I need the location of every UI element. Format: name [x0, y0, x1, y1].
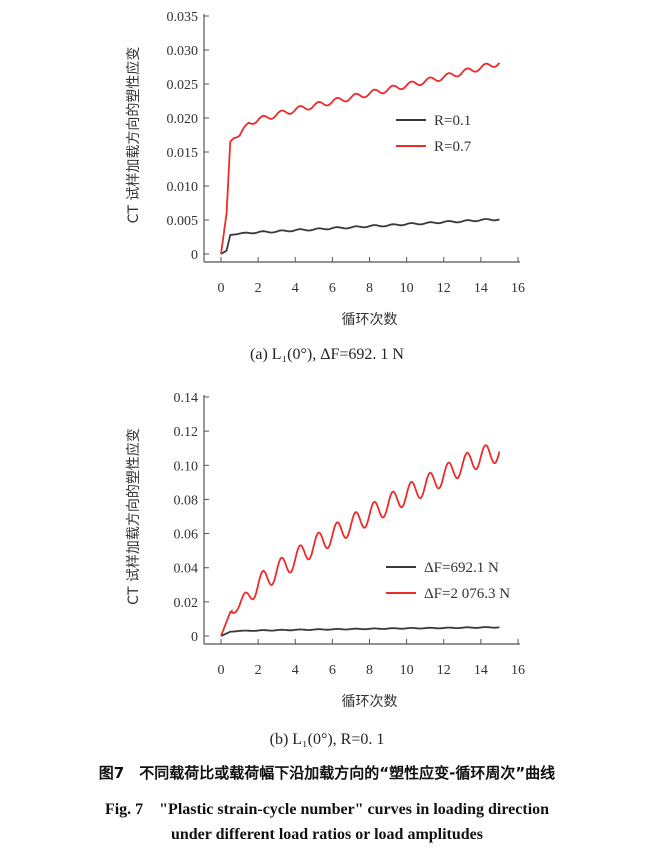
series-line-high [220, 444, 501, 637]
x-tick-label: 4 [292, 663, 299, 678]
series-line-high [220, 62, 501, 255]
legend-label: R=0.7 [434, 139, 472, 155]
legend-label: ΔF=692.1 N [424, 560, 499, 576]
x-tick-label: 10 [400, 281, 414, 296]
x-tick-label: 0 [218, 281, 225, 296]
x-tick-label: 2 [255, 663, 262, 678]
y-tick-label: 0.015 [167, 146, 199, 161]
y-tick-label: 0.035 [167, 10, 199, 25]
x-tick-label: 16 [511, 663, 525, 678]
y-tick-label: 0.14 [174, 391, 199, 406]
y-tick-label: 0 [191, 248, 198, 263]
y-axis-label: CT 试样加载方向的塑性应变 [125, 428, 142, 605]
x-tick-label: 4 [292, 281, 299, 296]
x-tick-label: 8 [366, 281, 373, 296]
x-tick-label: 14 [474, 281, 488, 296]
figure-caption-english-line1: Fig. 7 "Plastic strain-cycle number" cur… [104, 801, 550, 818]
subfigure-caption: (b) L₁(0°), R=0. 1 [270, 731, 385, 748]
y-tick-label: 0.02 [174, 596, 199, 611]
x-tick-label: 12 [437, 663, 451, 678]
y-tick-label: 0.12 [174, 425, 199, 440]
y-tick-label: 0.005 [167, 214, 199, 229]
x-tick-label: 6 [329, 663, 336, 678]
chart-panel-a: 0 0.005 0.010 0.015 0.020 0.025 0.030 0.035 0 2 4 6… [125, 10, 525, 363]
x-tick-label: 2 [255, 281, 262, 296]
legend-label: R=0.1 [434, 113, 471, 129]
x-axis-label: 循环次数 [342, 312, 398, 328]
y-tick-label: 0.04 [174, 562, 199, 577]
series-line-low [220, 218, 500, 255]
y-tick-label: 0 [191, 630, 198, 645]
figure-caption-chinese: 图7 不同载荷比或载荷幅下沿加载方向的“塑性应变-循环周次”曲线 [98, 764, 556, 782]
y-tick-label: 0.030 [167, 44, 199, 59]
x-tick-label: 0 [218, 663, 225, 678]
x-tick-label: 10 [400, 663, 414, 678]
y-tick-label: 0.10 [174, 459, 199, 474]
y-tick-label: 0.010 [167, 180, 199, 195]
subfigure-caption: (a) L₁(0°), ΔF=692. 1 N [250, 346, 404, 363]
legend-label: ΔF=2 076.3 N [424, 586, 510, 602]
y-tick-label: 0.06 [174, 528, 199, 543]
y-axis-label: CT 试样加载方向的塑性应变 [125, 47, 142, 224]
y-tick-label: 0.020 [167, 112, 199, 127]
x-tick-label: 12 [437, 281, 451, 296]
y-tick-label: 0.08 [174, 493, 199, 508]
x-axis-label: 循环次数 [342, 694, 398, 710]
x-tick-label: 8 [366, 663, 373, 678]
x-tick-label: 6 [329, 281, 336, 296]
y-tick-label: 0.025 [167, 78, 199, 93]
figure-caption-english-line2: under different load ratios or load ampl… [170, 826, 484, 843]
x-tick-label: 16 [511, 281, 525, 296]
chart-panel-b: 0 0.02 0.04 0.06 0.08 0.10 0.12 0.14 0 2 4 6 8 10 12 14… [125, 391, 525, 748]
series-line-low [220, 626, 500, 637]
x-tick-label: 14 [474, 663, 488, 678]
